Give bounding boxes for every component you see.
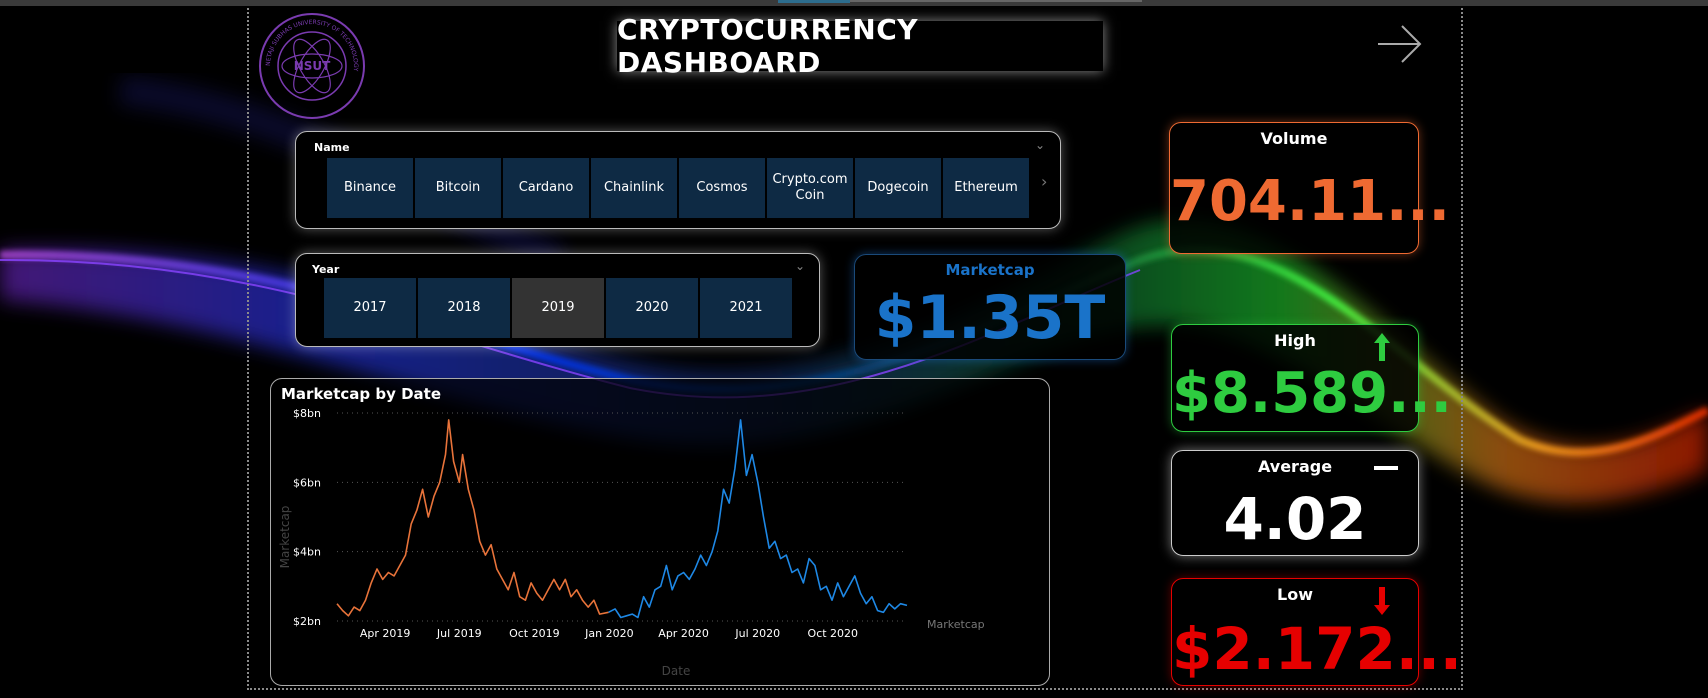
marketcap-value: $1.35T [874, 283, 1106, 353]
y-tick-label: $2bn [293, 615, 321, 628]
x-tick-label: Jul 2019 [436, 627, 482, 640]
x-axis-title: Date [662, 664, 691, 678]
x-tick-label: Jul 2020 [734, 627, 780, 640]
name-slicer: Name ⌄ Binance Bitcoin Cardano Chainlink… [295, 131, 1061, 229]
marketcap-card: Marketcap $1.35T [854, 254, 1126, 360]
low-card: Low $2.172... [1171, 578, 1462, 686]
high-value: $8.589... [1172, 361, 1452, 426]
name-option[interactable]: Dogecoin [855, 158, 941, 218]
year-option-selected[interactable]: 2019 [512, 278, 604, 338]
report-canvas [247, 8, 1463, 690]
low-value: $2.172... [1172, 615, 1462, 683]
marketcap-label: Marketcap [945, 261, 1035, 279]
x-tick-label: Oct 2019 [509, 627, 560, 640]
x-tick-label: Oct 2020 [808, 627, 859, 640]
marketcap-chart-panel: Marketcap by Date $2bn $4bn $6bn $8bn Apr 20… [270, 378, 1050, 686]
name-option[interactable]: Crypto.com Coin [767, 158, 853, 218]
series-line [608, 419, 908, 619]
year-option[interactable]: 2017 [324, 278, 416, 338]
x-tick-label: Jan 2020 [584, 627, 633, 640]
arrow-down-icon [1374, 587, 1390, 615]
arrow-right-icon[interactable] [1376, 22, 1424, 66]
series-end-label: Marketcap [927, 618, 985, 631]
active-tab-indicator [778, 0, 850, 3]
series-line [336, 419, 609, 617]
average-label: Average [1257, 457, 1333, 476]
volume-card: Volume 704.11... [1169, 122, 1450, 254]
y-axis-title: Marketcap [278, 506, 292, 569]
year-slicer-title: Year [312, 263, 340, 276]
dashboard-title: CRYPTOCURRENCY DASHBOARD [617, 13, 1103, 79]
arrow-up-icon [1374, 333, 1390, 361]
chevron-right-icon[interactable]: › [1041, 172, 1048, 191]
name-option[interactable]: Ethereum [943, 158, 1029, 218]
y-tick-label: $4bn [293, 546, 321, 559]
average-value: 4.02 [1223, 485, 1367, 553]
name-option[interactable]: Bitcoin [415, 158, 501, 218]
x-tick-label: Apr 2020 [658, 627, 709, 640]
year-option[interactable]: 2020 [606, 278, 698, 338]
y-tick-label: $6bn [293, 476, 321, 489]
dash-icon [1374, 466, 1398, 470]
y-tick-label: $8bn [293, 407, 321, 420]
chevron-down-icon[interactable]: ⌄ [1035, 138, 1046, 152]
name-option[interactable]: Cosmos [679, 158, 765, 218]
name-option[interactable]: Cardano [503, 158, 589, 218]
high-card: High $8.589... [1171, 324, 1452, 432]
university-logo: NETAJI SUBHAS UNIVERSITY OF TECHNOLOGY N… [259, 13, 365, 119]
name-option[interactable]: Binance [327, 158, 413, 218]
name-slicer-title: Name [314, 141, 350, 154]
tab-strip [850, 0, 1142, 2]
year-option[interactable]: 2018 [418, 278, 510, 338]
volume-label: Volume [1260, 129, 1328, 148]
high-label: High [1274, 331, 1316, 350]
volume-value: 704.11... [1170, 169, 1450, 234]
year-option[interactable]: 2021 [700, 278, 792, 338]
chevron-down-icon[interactable]: ⌄ [795, 259, 806, 273]
window-top-bar [0, 0, 1708, 6]
year-slicer: Year ⌄ 2017 2018 2019 2020 2021 [295, 253, 820, 347]
marketcap-line-chart: $2bn $4bn $6bn $8bn Apr 2019 Jul 2019 Oct 2019… [278, 407, 985, 678]
name-option[interactable]: Chainlink [591, 158, 677, 218]
average-card: Average 4.02 [1171, 450, 1419, 556]
logo-text: NSUT [294, 59, 331, 73]
low-label: Low [1277, 585, 1313, 604]
chart-title: Marketcap by Date [281, 385, 441, 403]
x-tick-label: Apr 2019 [360, 627, 411, 640]
